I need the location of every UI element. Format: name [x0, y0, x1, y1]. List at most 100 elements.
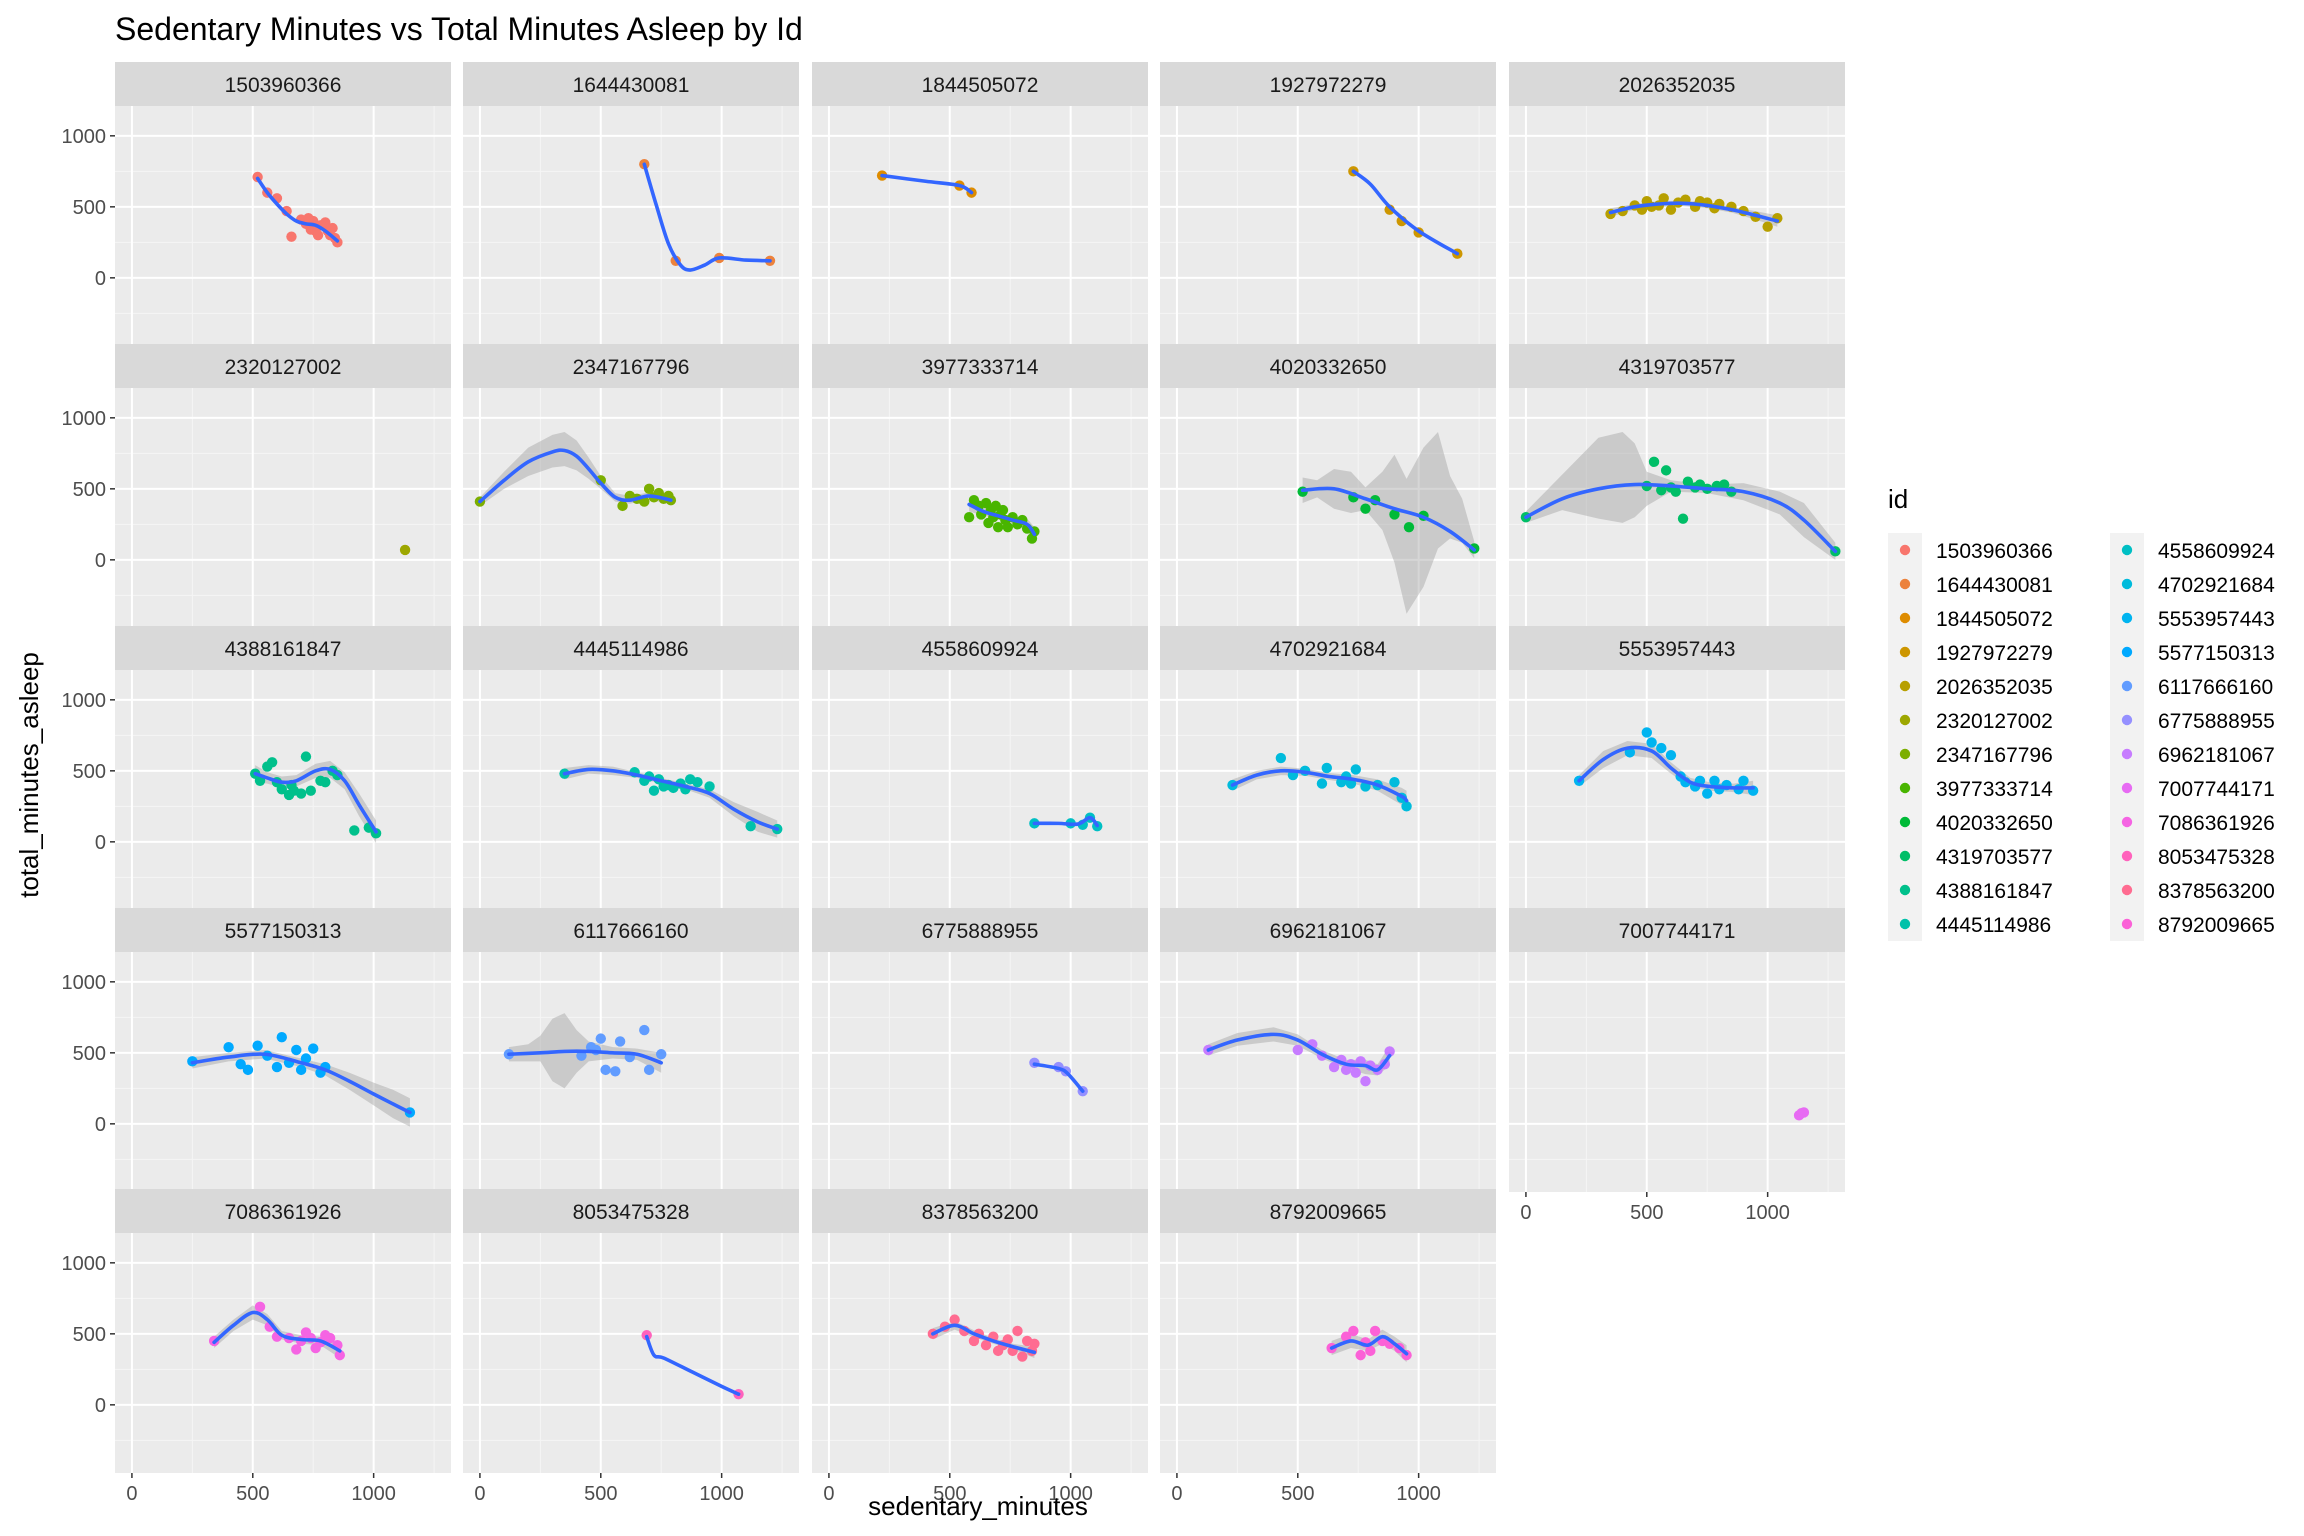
- legend-label: 1503960366: [1936, 540, 2053, 563]
- data-point: [992, 521, 1004, 533]
- data-point: [242, 1064, 254, 1076]
- facet-strip-label: 2026352035: [1619, 74, 1736, 97]
- data-point: [980, 1339, 992, 1351]
- confidence-band: [479, 432, 671, 506]
- legend-swatch: [2121, 748, 2133, 760]
- facet-panel: 4388161847 0 500 1000: [62, 626, 451, 910]
- facet-strip-label: 8792009665: [1270, 1201, 1387, 1224]
- y-tick-label: 0: [95, 1395, 106, 1417]
- legend-swatch: [1899, 578, 1911, 590]
- x-tick-label: 500: [1281, 1483, 1314, 1505]
- data-point: [1384, 1046, 1395, 1057]
- data-point: [1658, 193, 1669, 204]
- legend-label: 8053475328: [2158, 846, 2275, 869]
- panel-background: [1160, 1233, 1496, 1473]
- facet-panel: 4702921684: [1160, 626, 1496, 910]
- data-point: [1738, 775, 1749, 786]
- facet-panel: 4445114986: [463, 626, 799, 910]
- facet-strip-label: 4388161847: [225, 638, 342, 661]
- facet-strip: [1160, 344, 1496, 388]
- legend-swatch: [2121, 646, 2133, 658]
- x-tick-label: 0: [126, 1483, 137, 1505]
- legend-label: 6117666160: [2158, 676, 2273, 699]
- y-tick-label: 1000: [62, 972, 107, 994]
- legend-label: 6962181067: [2158, 744, 2275, 767]
- data-point: [1665, 204, 1677, 215]
- confidence-band: [1525, 432, 1836, 560]
- panel-background: [812, 670, 1148, 910]
- y-tick-label: 1000: [62, 690, 107, 712]
- facet-strip: [115, 344, 451, 388]
- y-tick-label: 500: [73, 197, 106, 219]
- legend-label: 3977333714: [1936, 778, 2053, 801]
- facet-panel: 8053475328 0 500 1000: [463, 1189, 799, 1505]
- data-point: [595, 1033, 606, 1044]
- legend-label: 7007744171: [2158, 778, 2275, 801]
- data-point: [300, 751, 312, 762]
- data-point: [235, 1058, 246, 1070]
- data-point: [1656, 742, 1667, 754]
- data-point: [1292, 1044, 1303, 1056]
- legend-swatch: [1899, 816, 1911, 828]
- legend-swatch: [2121, 612, 2133, 624]
- data-point: [997, 504, 1009, 516]
- data-point: [648, 785, 660, 796]
- data-point: [276, 1032, 287, 1043]
- data-point: [300, 1053, 312, 1064]
- panel-background: [115, 1233, 451, 1473]
- legend-swatch: [2121, 680, 2133, 692]
- facet-strip: [115, 1189, 451, 1233]
- facet-panel: 4319703577: [1509, 344, 1845, 628]
- facet-strip-label: 8378563200: [922, 1201, 1039, 1224]
- facet-strip-label: 4558609924: [922, 638, 1039, 661]
- x-tick-label: 1000: [1396, 1483, 1441, 1505]
- y-tick-label: 500: [73, 761, 106, 783]
- data-point: [271, 1061, 283, 1073]
- y-axis-title: total_minutes_asleep: [14, 652, 44, 898]
- data-point: [1365, 1345, 1376, 1357]
- legend-swatch: [1899, 918, 1911, 930]
- data-point: [1389, 776, 1400, 788]
- facet-strip-label: 4020332650: [1270, 356, 1387, 379]
- y-tick-label: 1000: [62, 408, 107, 430]
- legend-swatch: [2121, 544, 2133, 556]
- data-point: [704, 781, 715, 792]
- data-point: [1350, 764, 1361, 775]
- data-point: [1340, 1331, 1352, 1342]
- facet-panel: 7086361926 0 500 1000 0 500 1000: [62, 1189, 451, 1505]
- data-point: [1702, 788, 1713, 799]
- facet-strip-label: 5577150313: [225, 920, 342, 943]
- x-tick-label: 500: [933, 1483, 966, 1505]
- legend-label: 1927972279: [1936, 642, 2053, 665]
- data-point: [1665, 750, 1677, 761]
- facet-strip: [1509, 344, 1845, 388]
- data-point: [1656, 485, 1667, 496]
- panel-background: [812, 952, 1148, 1192]
- smooth-line: [1300, 486, 1477, 552]
- facet-strip: [812, 626, 1148, 670]
- legend-label: 2320127002: [1936, 710, 2053, 733]
- data-point: [1348, 1325, 1359, 1337]
- data-point: [1328, 1061, 1340, 1073]
- smooth-line: [1032, 815, 1100, 828]
- facet-strip-label: 6775888955: [922, 920, 1039, 943]
- smooth-line: [1608, 201, 1780, 223]
- data-point: [692, 776, 703, 788]
- legend-label: 7086361926: [2158, 812, 2275, 835]
- data-point: [324, 1332, 336, 1344]
- facet-strip: [1160, 62, 1496, 106]
- x-tick-label: 1000: [1745, 1202, 1790, 1224]
- facet-panel: 8792009665 0 500 1000: [1160, 1189, 1496, 1505]
- panel-background: [463, 1233, 799, 1473]
- facet-panel: 2026352035: [1509, 62, 1845, 346]
- smooth-line: [1577, 745, 1755, 790]
- panel-background: [1160, 388, 1496, 628]
- smooth-line: [1032, 1062, 1085, 1093]
- smooth-line: [644, 1334, 741, 1396]
- x-tick-label: 500: [236, 1483, 269, 1505]
- data-point: [1360, 1076, 1371, 1087]
- panel-background: [463, 106, 799, 346]
- facet-strip-label: 8053475328: [573, 1201, 690, 1224]
- panel-background: [115, 952, 451, 1192]
- panel-background: [1160, 952, 1496, 1192]
